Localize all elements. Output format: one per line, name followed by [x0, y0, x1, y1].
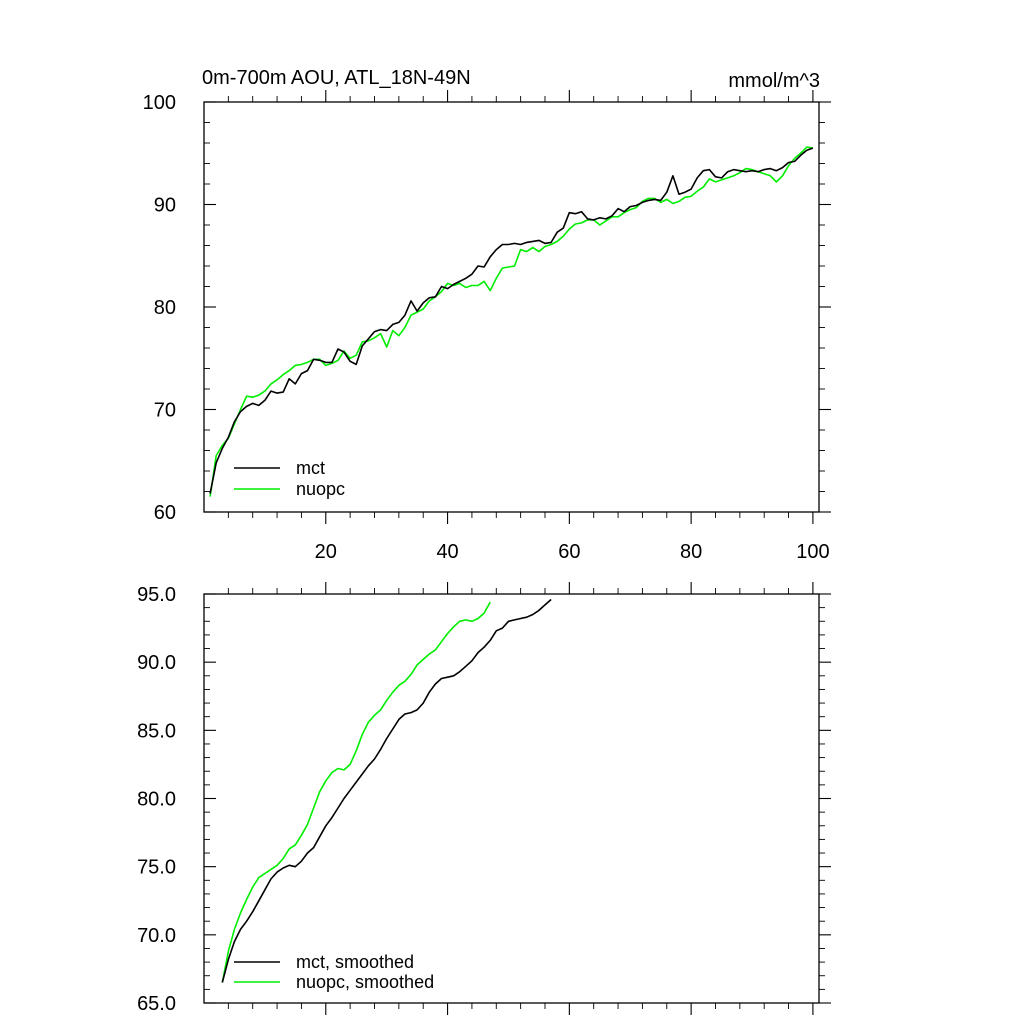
top-y-tick-label: 90: [154, 195, 176, 217]
bottom-y-tick-label: 95.0: [137, 584, 176, 606]
top-y-tick-label: 70: [154, 400, 176, 422]
top-x-tick-label: 60: [558, 541, 580, 563]
bottom-y-tick-label: 90.0: [137, 652, 176, 674]
bottom-plot-frame: [203, 593, 820, 1004]
top-panel: 0m-700m AOU, ATL_18N-49N mmol/m^3 20 40 60…: [143, 67, 831, 563]
top-x-tick-label: 40: [436, 541, 458, 563]
bottom-y-tick-label: 85.0: [137, 720, 176, 742]
top-y-tick-label: 60: [154, 502, 176, 524]
top-x-tick-label: 100: [796, 541, 829, 563]
bottom-y-tick-label: 75.0: [137, 857, 176, 879]
bottom-panel: 65.0 70.0 75.0 80.0 85.0 90.0 95.0 mct, smoothe…: [137, 582, 831, 1015]
bottom-y-tick-label: 70.0: [137, 925, 176, 947]
bottom-y-tick-label: 65.0: [137, 993, 176, 1015]
bottom-series-mct-smoothed: [221, 598, 552, 983]
top-y-tick-label: 100: [143, 92, 176, 114]
top-panel-units: mmol/m^3: [728, 70, 820, 92]
top-y-tick-label: 80: [154, 297, 176, 319]
top-series-mct: [209, 147, 814, 494]
top-legend-label: nuopc: [296, 479, 345, 499]
top-series-nuopc: [209, 146, 814, 497]
top-panel-title: 0m-700m AOU, ATL_18N-49N: [202, 67, 471, 89]
bottom-y-tick-label: 80.0: [137, 789, 176, 811]
top-x-tick-label: 80: [680, 541, 702, 563]
top-plot-frame: [203, 101, 820, 513]
top-x-tick-label: 20: [315, 541, 337, 563]
top-legend-label: mct: [296, 458, 325, 478]
bottom-legend-label: nuopc, smoothed: [296, 972, 434, 992]
bottom-legend-label: mct, smoothed: [296, 952, 414, 972]
bottom-series-nuopc-smoothed: [221, 601, 491, 983]
